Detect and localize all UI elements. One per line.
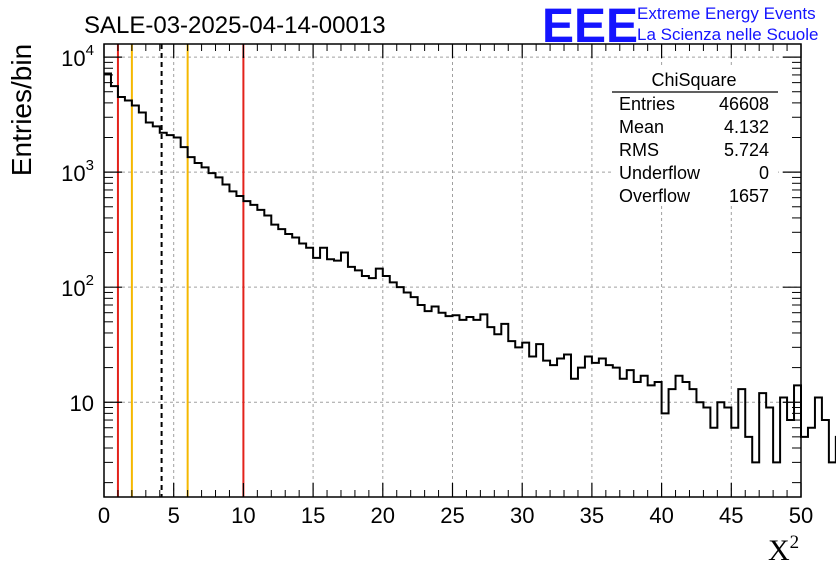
- eee-logo: EEE Extreme Energy Events La Scienza nel…: [542, 0, 818, 53]
- stats-row-label: Overflow: [619, 186, 691, 206]
- y-tick-label-exponent: 2: [86, 272, 94, 289]
- y-tick-label: 103: [61, 157, 94, 186]
- histogram: [104, 72, 836, 464]
- eee-logo-line1: Extreme Energy Events: [637, 4, 816, 23]
- eee-logo-text: EEE: [542, 0, 638, 53]
- stats-row-value: 0: [759, 163, 769, 183]
- x-tick-label: 30: [510, 503, 534, 528]
- stats-row-value: 4.132: [724, 117, 769, 137]
- y-tick-label-exponent: 4: [86, 42, 94, 59]
- x-axis-label-superscript: 2: [790, 532, 800, 553]
- y-axis-label: Entries/bin: [6, 44, 37, 176]
- stats-row-value: 46608: [719, 94, 769, 114]
- x-tick-label: 35: [580, 503, 604, 528]
- stats-row-label: Mean: [619, 117, 664, 137]
- x-axis-label: X2: [768, 532, 799, 567]
- x-tick-label: 5: [168, 503, 180, 528]
- x-tick-label: 15: [301, 503, 325, 528]
- y-tick-label: 102: [61, 272, 94, 301]
- stats-box-background: [612, 66, 778, 206]
- stats-row-value: 5.724: [724, 140, 769, 160]
- x-tick-label: 45: [719, 503, 743, 528]
- stats-row-value: 1657: [729, 186, 769, 206]
- y-tick-label-exponent: 3: [86, 157, 94, 174]
- chart-title: SALE-03-2025-04-14-00013: [84, 12, 386, 39]
- stats-name: ChiSquare: [651, 70, 736, 90]
- stats-row-label: RMS: [619, 140, 659, 160]
- x-tick-label: 25: [440, 503, 464, 528]
- x-tick-label: 10: [231, 503, 255, 528]
- y-tick-label: 104: [61, 42, 94, 71]
- x-tick-label: 40: [649, 503, 673, 528]
- y-tick-label-base: 10: [61, 46, 85, 71]
- stats-rows: Entries 46608 Mean 4.132 RMS 5.724 Underflow 0 O…: [619, 94, 769, 206]
- y-tick-label-base: 10: [61, 276, 85, 301]
- stats-row-label: Entries: [619, 94, 675, 114]
- x-tick-label: 0: [98, 503, 110, 528]
- y-tick-label: 10: [70, 391, 94, 416]
- x-tick-label: 20: [371, 503, 395, 528]
- marker-lines: [116, 44, 245, 497]
- y-tick-label-base: 10: [61, 161, 85, 186]
- histogram-line: [104, 72, 836, 464]
- stats-box: ChiSquare Entries 46608 Mean 4.132 RMS 5.724 U…: [612, 66, 778, 206]
- x-axis-label-base: X: [768, 534, 790, 567]
- stats-row-label: Underflow: [619, 163, 701, 183]
- x-tick-label: 50: [789, 503, 813, 528]
- eee-logo-line2: La Scienza nelle Scuole: [637, 25, 818, 44]
